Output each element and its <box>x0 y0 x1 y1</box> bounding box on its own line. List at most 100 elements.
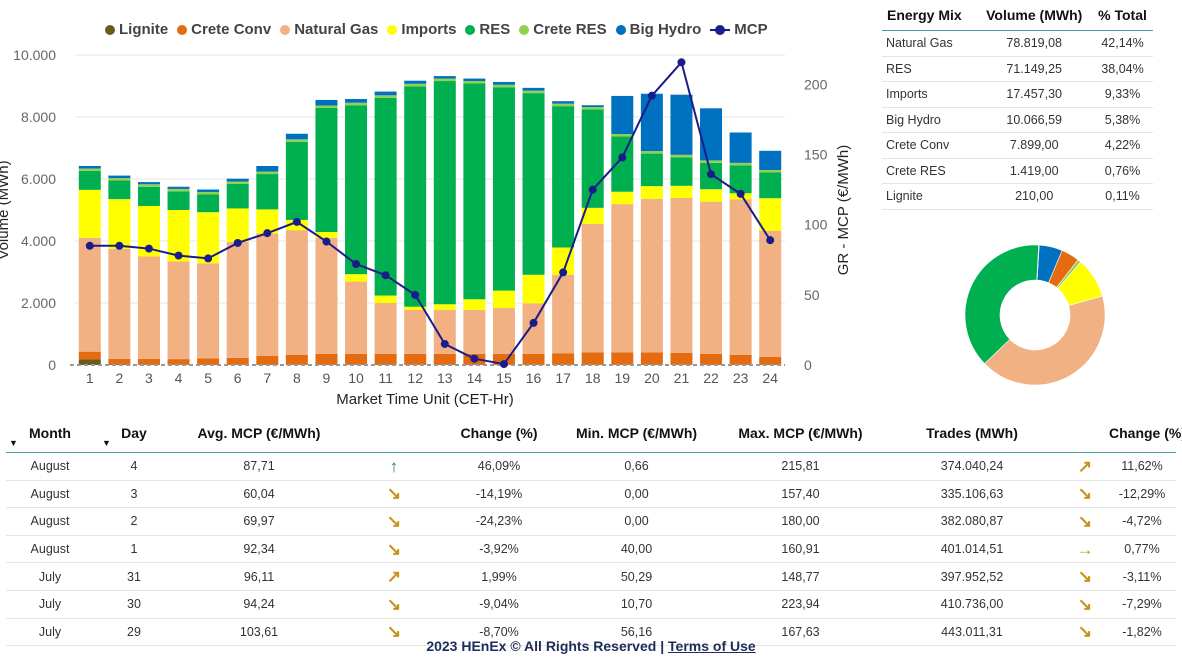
legend-marker-icon <box>519 24 530 35</box>
bar-segment-imports <box>433 304 456 310</box>
day-header[interactable]: ▼ Day <box>94 414 174 453</box>
bar-segment-imports <box>611 191 634 205</box>
stats-body: August 4 87,71 ↑ 46,09% 0,66 215,81 374.040,24 ↗… <box>6 452 1176 647</box>
table-row[interactable]: August 4 87,71 ↑ 46,09% 0,66 215,81 374.040,24 ↗… <box>6 452 1176 481</box>
bar-segment-big-hydro <box>108 175 131 179</box>
bar-segment-big-hydro <box>226 178 249 182</box>
source-name: RES <box>882 56 977 82</box>
legend-item-res[interactable]: RES <box>465 21 510 38</box>
legend-item-imports[interactable]: Imports <box>387 21 456 38</box>
bar-segment-natural-gas <box>374 303 397 354</box>
bar-segment-natural-gas <box>167 261 190 360</box>
avg-mcp-header[interactable]: Avg. MCP (€/MWh) <box>174 414 344 453</box>
min-mcp-cell: 0,66 <box>554 452 719 481</box>
trend-cell: ↘ <box>1062 480 1108 509</box>
bar-segment-crete-res <box>611 134 634 137</box>
table-row[interactable]: July 30 94,24 ↘ -9,04% 10,70 223,94 410.736,00 ↘… <box>6 590 1176 619</box>
energy-mix-row[interactable]: Lignite 210,00 0,11% <box>882 183 1153 210</box>
max-mcp-header[interactable]: Max. MCP (€/MWh) <box>719 414 882 453</box>
mcp-point <box>204 254 213 263</box>
mcp-point <box>144 244 153 253</box>
bar-segment-res <box>433 81 456 305</box>
bar-segment-natural-gas <box>611 204 634 353</box>
month-cell: August <box>6 507 94 536</box>
x-tick-label: 19 <box>615 370 631 386</box>
avg-change-header[interactable]: Change (%) <box>444 414 554 453</box>
min-mcp-cell: 40,00 <box>554 535 719 564</box>
trades-cell: 335.106,63 <box>882 480 1062 509</box>
percent-total-header[interactable]: % Total <box>1092 0 1153 31</box>
table-row[interactable]: August 1 92,34 ↘ -3,92% 40,00 160,91 401.014,51… <box>6 535 1176 564</box>
energy-mix-header[interactable]: Energy Mix <box>882 0 977 31</box>
stats-header-row: ▼ Month ▼ Day Avg. MCP (€/MWh) Change (%) … <box>6 414 1182 453</box>
bar-segment-res <box>522 93 545 275</box>
trend-arrow-icon: ↘ <box>386 594 402 614</box>
trend-arrow-icon: ↘ <box>1077 484 1093 504</box>
legend-label: Natural Gas <box>294 21 379 38</box>
energy-mix-row[interactable]: Big Hydro 10.066,59 5,38% <box>882 107 1153 133</box>
bar-segment-crete-res <box>78 168 101 171</box>
bar-segment-crete-res <box>285 139 308 142</box>
bar-segment-imports <box>522 274 545 304</box>
bar-segment-big-hydro <box>256 165 279 172</box>
bar-segment-crete-conv <box>137 358 160 365</box>
y-tick-label: 10.000 <box>13 47 56 63</box>
legend-label: MCP <box>734 21 768 38</box>
bar-segment-crete-res <box>404 83 427 87</box>
y2-tick-label: 200 <box>804 76 828 92</box>
x-axis-title: Market Time Unit (CET-Hr) <box>336 391 514 408</box>
bar-segment-crete-conv <box>108 358 131 365</box>
energy-mix-row[interactable]: Crete RES 1.419,00 0,76% <box>882 158 1153 184</box>
trades-change-cell: 11,62% <box>1108 452 1176 481</box>
legend-label: Imports <box>401 21 457 38</box>
x-tick-label: 14 <box>467 370 483 386</box>
trend-arrow-icon: ↘ <box>386 539 402 559</box>
x-tick-label: 9 <box>323 370 331 386</box>
mcp-point <box>233 238 242 247</box>
month-cell: August <box>6 480 94 509</box>
month-header[interactable]: ▼ Month <box>6 414 94 453</box>
energy-mix-row[interactable]: Natural Gas 78.819,08 42,14% <box>882 30 1153 57</box>
terms-of-use-link[interactable]: Terms of Use <box>668 638 756 654</box>
legend-item-natural-gas[interactable]: Natural Gas <box>280 21 378 38</box>
trend-cell: ↘ <box>344 480 444 509</box>
bar-segment-crete-conv <box>374 353 397 365</box>
volume-value: 17.457,30 <box>976 81 1093 108</box>
energy-mix-row[interactable]: Imports 17.457,30 9,33% <box>882 81 1153 108</box>
legend-item-crete-res[interactable]: Crete RES <box>519 21 607 38</box>
trades-header[interactable]: Trades (MWh) <box>882 414 1062 453</box>
trend-arrow-icon: ↗ <box>1077 456 1093 476</box>
legend-item-mcp[interactable]: MCP <box>710 21 768 38</box>
sort-desc-icon[interactable]: ▼ <box>9 438 18 448</box>
trades-change-cell: -3,11% <box>1108 562 1176 591</box>
avg-mcp-cell: 87,71 <box>174 452 344 481</box>
trend-cell: ↘ <box>344 535 444 564</box>
table-row[interactable]: August 2 69,97 ↘ -24,23% 0,00 180,00 382.080,87… <box>6 507 1176 536</box>
legend-item-lignite[interactable]: Lignite <box>105 21 168 38</box>
sort-desc-icon[interactable]: ▼ <box>102 438 111 448</box>
bar-segment-imports <box>374 295 397 303</box>
table-row[interactable]: August 3 60,04 ↘ -14,19% 0,00 157,40 335.106,63… <box>6 480 1176 509</box>
table-row[interactable]: July 29 103,61 ↘ -8,70% 56,16 167,63 443.011,31… <box>6 618 1176 647</box>
x-tick-label: 18 <box>585 370 601 386</box>
x-tick-label: 15 <box>496 370 512 386</box>
volume-value: 7.899,00 <box>976 132 1093 159</box>
bar-segment-natural-gas <box>197 263 220 359</box>
legend-item-crete-conv[interactable]: Crete Conv <box>177 21 271 38</box>
volume-header[interactable]: Volume (MWh) <box>976 0 1093 31</box>
bar-segment-crete-res <box>463 81 486 84</box>
bar-segment-big-hydro <box>729 132 752 163</box>
mcp-point <box>115 241 124 250</box>
energy-mix-row[interactable]: RES 71.149,25 38,04% <box>882 56 1153 82</box>
bar-segment-res <box>552 106 575 248</box>
legend-item-big-hydro[interactable]: Big Hydro <box>615 21 701 38</box>
energy-mix-row[interactable]: Crete Conv 7.899,00 4,22% <box>882 132 1153 159</box>
trades-change-header[interactable]: Change (%) <box>1108 414 1182 453</box>
x-tick-label: 4 <box>175 370 183 386</box>
table-row[interactable]: July 31 96,11 ↗ 1,99% 50,29 148,77 397.952,52 ↘ -… <box>6 562 1176 591</box>
bar-segment-big-hydro <box>463 78 486 82</box>
min-mcp-header[interactable]: Min. MCP (€/MWh) <box>554 414 719 453</box>
day-cell: 1 <box>94 535 174 564</box>
trend-arrow-icon: ↘ <box>386 484 402 504</box>
